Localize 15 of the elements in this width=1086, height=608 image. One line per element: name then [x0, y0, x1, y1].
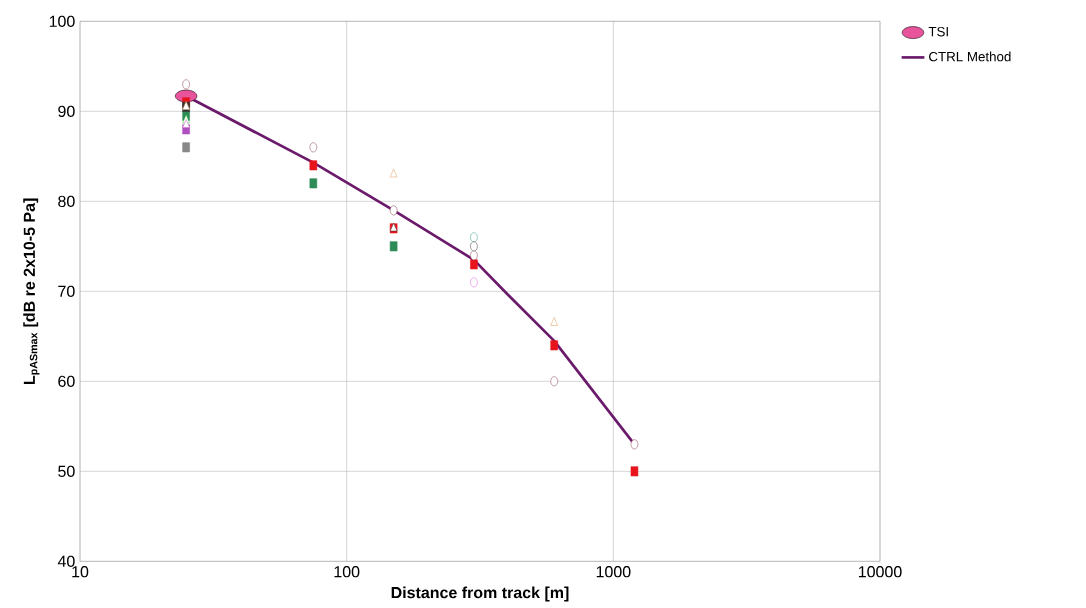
- y-tick-label: 50: [58, 465, 75, 477]
- x-axis-title: Distance from track [m]: [391, 586, 569, 602]
- x-tick-label: 10000: [858, 566, 902, 578]
- y-tick-label: 100: [49, 15, 75, 27]
- y-tick-label: 90: [58, 105, 75, 117]
- x-tick-label: 1000: [596, 566, 631, 578]
- y-tick-label: 60: [58, 375, 75, 387]
- x-tick-label: 100: [334, 566, 360, 578]
- legend-label: TSI: [928, 26, 948, 37]
- y-axis-title: L$_{pASmax}$ [dB re 2x10-5 Pa]: [23, 198, 40, 384]
- y-tick-label: 70: [58, 285, 75, 297]
- x-tick-label: 10: [72, 566, 89, 578]
- y-tick-label: 80: [58, 195, 75, 207]
- legend-label: CTRL Method: [929, 51, 1011, 62]
- y-tick-label: 40: [57, 555, 75, 567]
